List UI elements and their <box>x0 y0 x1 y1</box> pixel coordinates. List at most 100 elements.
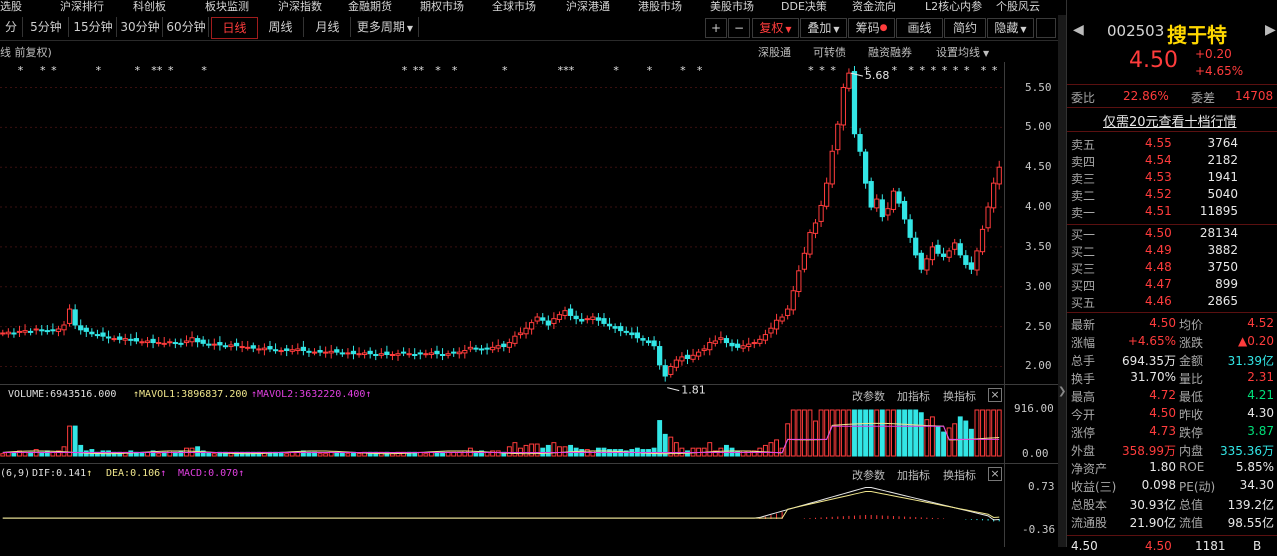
bid-row[interactable]: 买五 4.46 2865 <box>1067 294 1277 311</box>
period-5min[interactable]: 5分钟 <box>24 17 69 37</box>
event-marker[interactable]: * <box>981 64 987 77</box>
event-marker[interactable]: * <box>892 64 898 77</box>
top-menu-item[interactable]: 沪深指数 <box>278 0 322 13</box>
hide-dropdown[interactable]: 隐藏 ▼ <box>987 18 1034 38</box>
bid-row[interactable]: 买三 4.48 3750 <box>1067 260 1277 277</box>
top-menu-item[interactable]: 沪深排行 <box>60 0 104 13</box>
top-menu-item[interactable]: 全球市场 <box>492 0 536 13</box>
event-marker[interactable]: * <box>502 64 508 77</box>
event-marker[interactable]: * <box>964 64 970 77</box>
ma-settings-label: 设置均线 <box>936 46 980 59</box>
window-toggle-icon[interactable] <box>1036 18 1056 38</box>
macd-change-params-button[interactable]: 改参数 <box>852 469 885 482</box>
event-marker[interactable]: * <box>808 64 814 77</box>
top-menu-item[interactable]: 港股市场 <box>638 0 682 13</box>
event-marker[interactable]: * <box>151 64 157 77</box>
more-periods-dropdown[interactable]: 更多周期 ▼ <box>352 17 419 37</box>
period-minute[interactable]: 分 <box>0 17 23 37</box>
ask-row[interactable]: 卖五 4.55 3764 <box>1067 136 1277 153</box>
macd-close-button[interactable]: × <box>988 467 1002 481</box>
event-marker[interactable]: * <box>680 64 686 77</box>
bid-row[interactable]: 买四 4.47 899 <box>1067 277 1277 294</box>
event-marker[interactable]: * <box>563 64 569 77</box>
ma-settings-dropdown[interactable]: 设置均线 ▼ <box>936 44 989 60</box>
event-marker[interactable]: * <box>201 64 207 77</box>
top-menu-item[interactable]: 个股风云 <box>996 0 1040 13</box>
event-marker[interactable]: * <box>18 64 24 77</box>
event-marker[interactable]: * <box>931 64 937 77</box>
period-60min[interactable]: 60分钟 <box>164 17 209 37</box>
top-menu-item[interactable]: 选股 <box>0 0 22 13</box>
event-marker[interactable]: * <box>419 64 425 77</box>
candle-body <box>740 345 746 349</box>
event-marker[interactable]: * <box>953 64 959 77</box>
top-menu-item[interactable]: 期权市场 <box>420 0 464 13</box>
top-menu-item[interactable]: 资金流向 <box>852 0 896 13</box>
top-menu-item[interactable]: DDE决策 <box>781 0 827 13</box>
ask-row[interactable]: 卖四 4.54 2182 <box>1067 153 1277 170</box>
draw-line-button[interactable]: 画线 <box>896 18 943 38</box>
next-stock-arrow-icon[interactable]: ▶ <box>1265 22 1276 38</box>
event-marker[interactable]: * <box>96 64 102 77</box>
top-menu-item[interactable]: 沪深港通 <box>566 0 610 13</box>
event-marker[interactable]: * <box>168 64 174 77</box>
event-marker[interactable]: * <box>908 64 914 77</box>
vol-add-indicator-button[interactable]: 加指标 <box>897 390 930 403</box>
event-marker[interactable]: * <box>558 64 564 77</box>
event-marker[interactable]: * <box>819 64 825 77</box>
tab-margin-trading[interactable]: 融资融券 <box>868 46 912 59</box>
overlay-dropdown[interactable]: 叠加 ▼ <box>800 18 847 38</box>
simple-mode-button[interactable]: 简约 <box>944 18 986 38</box>
period-monthly[interactable]: 月线 <box>305 17 351 37</box>
event-marker[interactable]: * <box>452 64 458 77</box>
ask-row[interactable]: 卖二 4.52 5040 <box>1067 187 1277 204</box>
kline-chart[interactable]: * * * * * * * * * * * * * * * * * * * * * * * * * * * * * * * * * * *5.681… <box>0 62 1004 547</box>
tab-shengutong[interactable]: 深股通 <box>758 46 791 59</box>
period-30min[interactable]: 30分钟 <box>118 17 163 37</box>
event-marker[interactable]: * <box>157 64 163 77</box>
macd-swap-indicator-button[interactable]: 换指标 <box>943 469 976 482</box>
event-marker[interactable]: * <box>992 64 998 77</box>
event-marker[interactable]: * <box>413 64 419 77</box>
event-marker[interactable]: * <box>920 64 926 77</box>
event-marker[interactable]: * <box>942 64 948 77</box>
event-marker[interactable]: * <box>51 64 57 77</box>
prev-stock-arrow-icon[interactable]: ◀ <box>1073 22 1084 38</box>
event-marker[interactable]: * <box>435 64 441 77</box>
zoom-out-button[interactable]: − <box>728 18 750 38</box>
tab-convertible-bond[interactable]: 可转债 <box>813 46 846 59</box>
ask-row[interactable]: 卖三 4.53 1941 <box>1067 170 1277 187</box>
event-marker[interactable]: * <box>135 64 141 77</box>
event-marker[interactable]: * <box>613 64 619 77</box>
vol-swap-indicator-button[interactable]: 换指标 <box>943 390 976 403</box>
top-menu-item[interactable]: 金融期货 <box>348 0 392 13</box>
event-marker[interactable]: * <box>40 64 46 77</box>
event-marker[interactable]: * <box>697 64 703 77</box>
top-menu-item[interactable]: L2核心内参 <box>925 0 983 13</box>
bid-row[interactable]: 买一 4.50 28134 <box>1067 226 1277 243</box>
ask-row[interactable]: 卖一 4.51 11895 <box>1067 204 1277 221</box>
collapse-arrow-icon[interactable]: ❯ <box>1058 386 1067 397</box>
fuquan-dropdown[interactable]: 复权 ▼ <box>752 18 799 38</box>
top-menu-item[interactable]: 科创板 <box>133 0 166 13</box>
stat-label: 最新 <box>1071 318 1096 332</box>
zoom-in-button[interactable]: + <box>705 18 727 38</box>
event-marker[interactable]: * <box>647 64 653 77</box>
level2-promo-link[interactable]: 仅需20元查看十档行情 <box>1103 115 1237 130</box>
event-marker[interactable]: * <box>402 64 408 77</box>
bid-volume: 899 <box>1215 277 1238 291</box>
event-marker[interactable]: * <box>569 64 575 77</box>
vol-close-button[interactable]: × <box>988 388 1002 402</box>
period-daily[interactable]: 日线 <box>211 17 258 39</box>
event-marker[interactable]: * <box>830 64 836 77</box>
chip-distribution-button[interactable]: 筹码● <box>848 18 895 38</box>
period-15min[interactable]: 15分钟 <box>70 17 117 37</box>
top-menu-item[interactable]: 美股市场 <box>710 0 754 13</box>
vol-change-params-button[interactable]: 改参数 <box>852 390 885 403</box>
bid-row[interactable]: 买二 4.49 3882 <box>1067 243 1277 260</box>
event-marker[interactable]: * <box>864 64 870 77</box>
macd-add-indicator-button[interactable]: 加指标 <box>897 469 930 482</box>
scrollbar[interactable] <box>1058 15 1066 547</box>
period-weekly[interactable]: 周线 <box>258 17 304 37</box>
top-menu-item[interactable]: 板块监测 <box>205 0 249 13</box>
